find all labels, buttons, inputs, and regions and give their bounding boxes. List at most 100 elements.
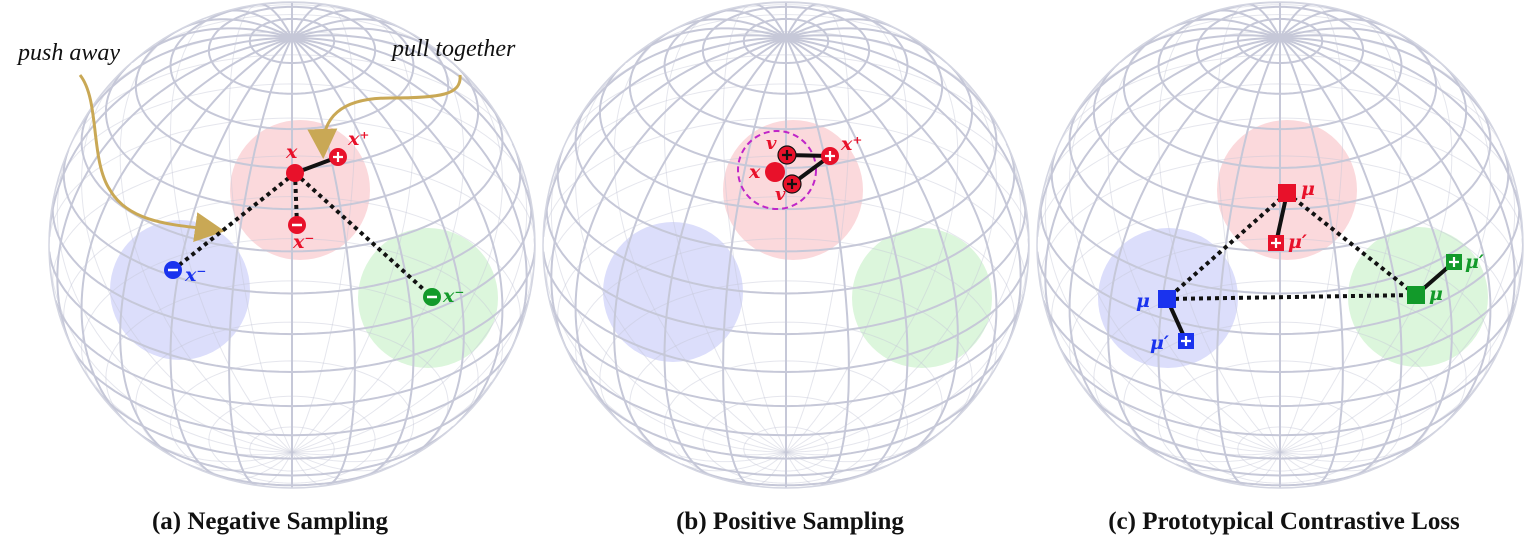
sphere-grid-line: [49, 236, 293, 453]
sphere-grid-line: [1279, 37, 1403, 479]
sphere-grid-line: [785, 142, 1016, 295]
sphere-grid-line: [785, 37, 909, 479]
label-x-minus-blue: x⁻: [184, 264, 206, 286]
sphere-grid-line: [1216, 37, 1281, 487]
sphere-grid-line: [1279, 34, 1495, 129]
sphere-grid-line: [94, 387, 293, 460]
sphere-grid-line: [785, 238, 1029, 373]
sphere-grid-line: [785, 58, 974, 211]
sphere-grid-line: [291, 37, 356, 487]
sphere-wireframe: [1037, 2, 1523, 488]
sphere-grid-line: [1167, 18, 1281, 39]
sphere-grid-line: [575, 61, 787, 453]
sphere-grid-line: [1279, 18, 1393, 39]
label-mu-green: μ: [1429, 283, 1443, 305]
sphere-grid-line: [1157, 37, 1281, 479]
positive-sample-icon: [821, 147, 839, 165]
sphere-grid-line: [629, 430, 787, 477]
sphere-grid-line: [68, 54, 514, 150]
sphere-grid-line: [291, 36, 528, 356]
sphere-grid-line: [1279, 142, 1510, 295]
sphere-grid-line: [291, 101, 504, 253]
sphere-grid-line: [571, 34, 787, 129]
sphere-grid-line: [291, 36, 535, 246]
label-x-minus-red: x⁻: [292, 231, 314, 253]
sphere-grid-line: [547, 83, 1023, 197]
sphere-grid-line: [785, 3, 819, 39]
sphere-grid-line: [53, 83, 529, 197]
sphere-grid-line: [1157, 11, 1281, 453]
sphere-grid-line: [80, 36, 293, 424]
sphere-grid-line: [1069, 61, 1281, 453]
sphere-grid-line: [259, 3, 293, 39]
sphere-grid-line: [49, 117, 535, 252]
blue-prototype-prime-icon: [1178, 333, 1194, 349]
sphere-grid-line: [56, 36, 293, 356]
sphere-grid-line: [1279, 37, 1344, 487]
sphere-grid-line: [785, 36, 998, 424]
sphere-grid-line: [1040, 155, 1520, 301]
sphere-grid-line: [291, 36, 504, 424]
caption-b: (b) Positive Sampling: [676, 508, 904, 535]
sphere-grid-line: [556, 148, 787, 295]
view-v1-icon: [777, 145, 797, 165]
sphere-grid-line: [1118, 13, 1437, 64]
sphere-grid-line: [291, 36, 465, 459]
sphere-wireframe: [49, 2, 535, 488]
sphere-grid-line: [1037, 117, 1523, 252]
sphere-grid-line: [785, 422, 952, 463]
sphere-grid-line: [624, 13, 943, 64]
label-x: x: [748, 161, 761, 183]
sphere-grid-line: [785, 37, 850, 487]
sphere-grid-line: [169, 11, 293, 453]
augmentation-region-dashed-circle: [737, 130, 817, 210]
edge-blue-to-green-prototype: [1166, 293, 1417, 301]
sphere-grid-line: [291, 189, 533, 336]
sphere-grid-line: [291, 34, 507, 129]
sphere-grid-line: [291, 422, 458, 463]
red-prototype-prime-icon: [1268, 235, 1284, 251]
label-mu-red: μ: [1301, 178, 1315, 200]
sphere-grid-line: [291, 37, 415, 479]
sphere-grid-line: [1039, 195, 1281, 336]
sphere-grid-line: [1279, 11, 1403, 453]
sphere-grid-line: [62, 148, 293, 295]
sphere-grid-line: [1114, 422, 1281, 463]
green-prototype-prime-icon: [1446, 254, 1462, 270]
sphere-grid-line: [291, 142, 522, 295]
sphere-grid-line: [1247, 3, 1281, 39]
sphere-grid-line: [1279, 36, 1453, 459]
sphere-grid-line: [1062, 354, 1281, 456]
blue-cluster-region: [603, 222, 743, 362]
sphere-grid-line: [1279, 340, 1505, 437]
label-mu-blue: μ: [1136, 290, 1150, 312]
sphere-grid-line: [1279, 36, 1492, 424]
blue-negative-icon: [164, 261, 182, 279]
sphere-grid-line: [77, 34, 293, 129]
pull-together-label: pull together: [390, 36, 516, 62]
sphere-grid-line: [1279, 189, 1521, 336]
push-away-arrow: [78, 74, 225, 242]
sphere-grid-line: [673, 18, 787, 39]
sphere-grid-line: [1056, 54, 1502, 150]
sphere-grid-line: [224, 9, 293, 39]
sphere-grid-line: [1279, 9, 1348, 39]
sphere-grid-line: [291, 451, 364, 480]
sphere-grid-line: [54, 300, 293, 408]
sphere-grid-line: [74, 354, 293, 456]
sphere-grid-line: [1279, 61, 1491, 453]
label-x: x: [285, 141, 298, 163]
sphere-grid-line: [543, 236, 787, 453]
sphere-grid-line: [169, 37, 293, 479]
sphere-grid-line: [63, 195, 521, 347]
sphere-grid-line: [574, 36, 787, 424]
view-v2-icon: [782, 174, 802, 194]
red-negative-icon: [288, 216, 306, 234]
sphere-grid-line: [291, 9, 360, 39]
sphere-grid-line: [291, 3, 325, 39]
sphere-grid-line: [1212, 9, 1281, 39]
label-x-plus: x⁺: [347, 128, 369, 150]
sphere-grid-line: [1279, 128, 1516, 453]
sphere-grid-line: [70, 346, 293, 437]
sphere-grid-line: [785, 27, 947, 63]
